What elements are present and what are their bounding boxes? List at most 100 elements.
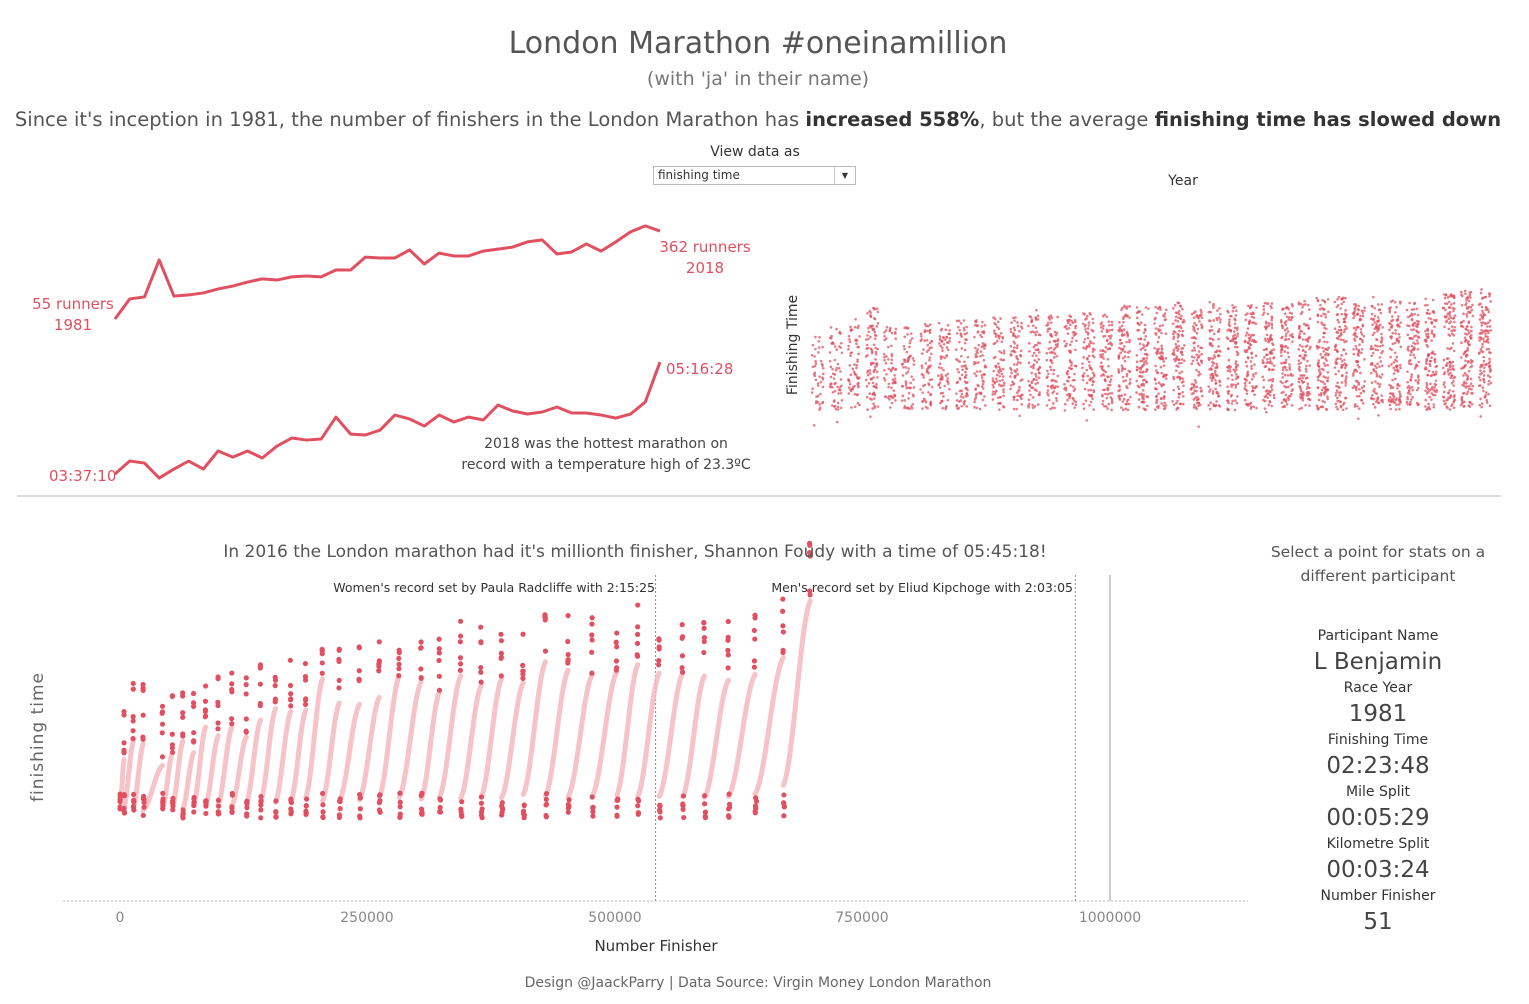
year-scatter-point <box>1406 333 1410 337</box>
year-scatter-point <box>1012 398 1016 401</box>
year-scatter-point <box>1388 347 1392 350</box>
year-scatter-point <box>1178 378 1182 381</box>
year-scatter-point <box>1216 374 1219 378</box>
year-scatter-point <box>1391 378 1394 382</box>
year-scatter-point <box>850 328 854 331</box>
year-scatter-point <box>1378 385 1381 389</box>
year-scatter-point <box>997 327 1001 330</box>
year-scatter-point <box>1264 389 1268 393</box>
year-scatter-point <box>1375 366 1378 370</box>
finisher-curve <box>121 738 136 809</box>
year-scatter-point <box>1067 349 1071 352</box>
year-scatter-point <box>1074 332 1078 335</box>
year-scatter-point <box>1298 369 1302 372</box>
year-scatter-point <box>1248 347 1251 350</box>
view-data-dropdown[interactable]: finishing time ▼ <box>653 166 856 185</box>
year-scatter-point <box>912 359 916 363</box>
year-scatter-point <box>1443 371 1447 374</box>
year-scatter-point <box>1360 398 1363 402</box>
finisher-point <box>436 657 442 664</box>
finisher-point <box>615 796 621 802</box>
year-scatter-point <box>1305 364 1308 368</box>
year-scatter-point <box>1246 372 1249 376</box>
year-scatter-point <box>1142 331 1146 334</box>
caret-down-icon[interactable]: ▼ <box>834 167 855 184</box>
year-scatter-point <box>1353 314 1356 317</box>
year-scatter-point <box>1425 383 1429 387</box>
finisher-point <box>288 796 294 802</box>
year-scatter-point <box>1176 376 1179 379</box>
year-scatter-point <box>1009 366 1012 370</box>
year-scatter-point <box>1071 396 1074 400</box>
year-scatter-point <box>1141 389 1145 392</box>
year-scatter-point <box>1036 314 1040 318</box>
year-scatter-point <box>993 392 997 396</box>
year-scatter-point <box>1447 368 1450 371</box>
year-scatter-point <box>835 420 839 424</box>
year-scatter-point <box>848 382 852 386</box>
year-scatter-point <box>1406 402 1410 406</box>
year-scatter-point <box>1427 317 1431 320</box>
year-scatter-point <box>1176 311 1179 315</box>
finisher-point <box>498 638 505 644</box>
year-scatter-point <box>1086 336 1090 340</box>
year-scatter-point <box>1321 346 1324 350</box>
year-scatter-point <box>1020 349 1023 353</box>
year-scatter-point <box>1135 379 1139 383</box>
year-scatter-point <box>1406 370 1409 373</box>
year-scatter-point <box>1433 318 1436 322</box>
year-scatter-point <box>1070 340 1073 343</box>
year-scatter-point <box>974 374 978 378</box>
year-scatter-point <box>1194 405 1197 409</box>
year-scatter-point <box>874 350 878 354</box>
year-scatter-point <box>1273 396 1276 400</box>
year-scatter-point <box>1465 378 1469 381</box>
year-scatter-point <box>1155 400 1158 403</box>
year-scatter-point <box>1084 323 1087 327</box>
finisher-curve <box>499 680 526 801</box>
finisher-point <box>121 805 127 811</box>
year-scatter-point <box>1394 358 1397 362</box>
year-scatter-point <box>1089 400 1093 404</box>
year-scatter-point <box>1051 391 1054 395</box>
year-scatter-point <box>839 332 842 335</box>
year-scatter-point <box>1285 403 1289 406</box>
year-scatter-point <box>1069 323 1072 327</box>
year-scatter-point <box>1207 385 1210 388</box>
year-scatter-point <box>1249 312 1252 315</box>
year-scatter-point <box>1470 308 1474 312</box>
year-scatter-point <box>993 317 997 321</box>
year-scatter-point <box>848 364 852 367</box>
finisher-point <box>681 814 687 821</box>
year-scatter-point <box>1425 381 1429 385</box>
year-scatter-point <box>1307 397 1310 401</box>
year-scatter-point <box>867 326 870 330</box>
year-scatter-point <box>836 401 840 405</box>
year-scatter-point <box>1106 386 1109 390</box>
year-scatter-point <box>1399 366 1402 370</box>
finisher-point <box>244 801 250 807</box>
year-scatter-point <box>868 397 872 400</box>
year-scatter-point <box>1263 355 1266 359</box>
year-scatter-point <box>1064 388 1068 392</box>
finisher-point <box>781 813 787 819</box>
finisher-point <box>701 649 707 656</box>
year-scatter-point <box>1015 346 1019 350</box>
headline-text: Since it's inception in 1981, the number… <box>14 108 806 131</box>
year-scatter-point <box>1373 387 1376 391</box>
year-scatter-point <box>1013 342 1017 345</box>
year-scatter-point <box>1101 314 1105 318</box>
year-scatter-point <box>937 321 941 325</box>
year-scatter-point <box>1038 341 1042 345</box>
finisher-point <box>304 796 310 802</box>
year-scatter-point <box>1048 351 1052 354</box>
finisher-point <box>180 710 186 716</box>
finisher-point <box>635 631 641 638</box>
year-scatter-point <box>1123 333 1126 337</box>
year-scatter-point <box>1358 387 1361 391</box>
year-scatter-point <box>1442 399 1446 403</box>
year-scatter-point <box>1303 332 1306 335</box>
year-scatter-point <box>853 393 857 396</box>
year-scatter-point <box>1245 389 1249 392</box>
year-scatter-point <box>982 330 986 333</box>
